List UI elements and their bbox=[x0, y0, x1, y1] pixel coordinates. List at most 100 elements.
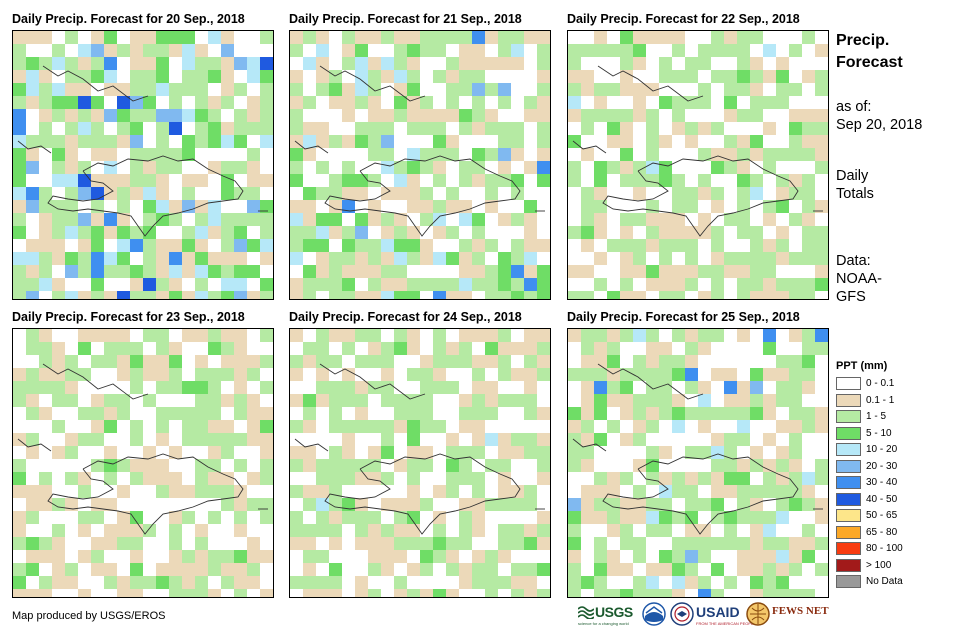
precip-cell bbox=[260, 161, 273, 174]
precip-cell bbox=[52, 135, 65, 148]
precip-cell bbox=[433, 174, 446, 187]
precip-cell bbox=[815, 459, 828, 472]
precip-cell bbox=[182, 226, 195, 239]
precip-cell bbox=[420, 161, 433, 174]
precip-cell bbox=[459, 342, 472, 355]
precip-cell bbox=[303, 576, 316, 589]
precip-cell bbox=[407, 31, 420, 44]
precip-cell bbox=[130, 265, 143, 278]
precip-cell bbox=[143, 174, 156, 187]
precip-cell bbox=[130, 135, 143, 148]
precip-cell bbox=[568, 278, 581, 291]
precip-cell bbox=[724, 446, 737, 459]
precip-cell bbox=[117, 524, 130, 537]
precip-cell bbox=[524, 161, 537, 174]
precip-cell bbox=[659, 265, 672, 278]
precip-cell bbox=[104, 239, 117, 252]
precip-cell bbox=[537, 329, 550, 342]
precip-cell bbox=[39, 329, 52, 342]
precip-cell bbox=[260, 174, 273, 187]
precip-cell bbox=[143, 122, 156, 135]
precip-cell bbox=[91, 459, 104, 472]
precip-cell bbox=[607, 161, 620, 174]
precip-cell bbox=[394, 381, 407, 394]
precip-cell bbox=[633, 187, 646, 200]
precip-cell bbox=[594, 407, 607, 420]
precip-cell bbox=[52, 459, 65, 472]
precip-cell bbox=[290, 174, 303, 187]
precip-cell bbox=[234, 122, 247, 135]
precip-cell bbox=[260, 187, 273, 200]
precip-cell bbox=[156, 265, 169, 278]
precip-cell bbox=[221, 278, 234, 291]
precip-cell bbox=[104, 135, 117, 148]
precip-cell bbox=[65, 381, 78, 394]
precip-cell bbox=[52, 524, 65, 537]
precip-cell bbox=[221, 83, 234, 96]
precip-cell bbox=[78, 576, 91, 589]
precip-cell bbox=[620, 381, 633, 394]
precip-cell bbox=[78, 226, 91, 239]
precip-cell bbox=[234, 239, 247, 252]
precip-cell bbox=[394, 355, 407, 368]
precip-cell bbox=[433, 420, 446, 433]
precip-cell bbox=[724, 265, 737, 278]
precip-cell bbox=[260, 31, 273, 44]
precip-cell bbox=[26, 446, 39, 459]
precip-cell bbox=[446, 524, 459, 537]
precip-cell bbox=[472, 550, 485, 563]
precip-cell bbox=[381, 589, 394, 597]
precip-cell bbox=[182, 420, 195, 433]
precip-cell bbox=[156, 44, 169, 57]
precip-cell bbox=[91, 537, 104, 550]
precip-cell bbox=[472, 446, 485, 459]
precip-cell bbox=[620, 420, 633, 433]
precip-cell bbox=[182, 96, 195, 109]
precip-cell bbox=[368, 252, 381, 265]
precip-cell bbox=[169, 148, 182, 161]
precip-cell bbox=[459, 537, 472, 550]
precip-cell bbox=[117, 252, 130, 265]
precip-cell bbox=[815, 472, 828, 485]
precip-cell bbox=[594, 174, 607, 187]
precip-cell bbox=[498, 174, 511, 187]
precip-cell bbox=[446, 459, 459, 472]
precip-cell bbox=[195, 31, 208, 44]
precip-cell bbox=[789, 407, 802, 420]
precip-cell bbox=[711, 200, 724, 213]
precip-cell bbox=[511, 511, 524, 524]
precip-cell bbox=[433, 472, 446, 485]
precip-cell bbox=[329, 381, 342, 394]
precip-cell bbox=[182, 174, 195, 187]
precip-cell bbox=[260, 576, 273, 589]
precip-cell bbox=[581, 31, 594, 44]
precip-cell bbox=[290, 278, 303, 291]
precip-cell bbox=[776, 213, 789, 226]
legend-title: PPT (mm) bbox=[836, 360, 888, 372]
precip-cell bbox=[524, 563, 537, 576]
precip-cell bbox=[52, 265, 65, 278]
precip-cell bbox=[65, 472, 78, 485]
precip-cell bbox=[698, 407, 711, 420]
precip-cell bbox=[143, 161, 156, 174]
precip-cell bbox=[537, 83, 550, 96]
precip-cell bbox=[156, 381, 169, 394]
precip-cell bbox=[659, 57, 672, 70]
precip-cell bbox=[91, 213, 104, 226]
precip-cell bbox=[724, 57, 737, 70]
precip-cell bbox=[368, 161, 381, 174]
precip-cell bbox=[407, 213, 420, 226]
precip-cell bbox=[39, 44, 52, 57]
precip-cell bbox=[672, 355, 685, 368]
precip-cell bbox=[446, 433, 459, 446]
precip-cell bbox=[568, 239, 581, 252]
precip-cell bbox=[303, 368, 316, 381]
precip-cell bbox=[316, 381, 329, 394]
precip-cell bbox=[672, 563, 685, 576]
precip-cell bbox=[498, 355, 511, 368]
precip-cell bbox=[737, 161, 750, 174]
precip-map bbox=[12, 30, 274, 300]
precip-cell bbox=[247, 355, 260, 368]
precip-cell bbox=[724, 485, 737, 498]
precip-cell bbox=[537, 265, 550, 278]
